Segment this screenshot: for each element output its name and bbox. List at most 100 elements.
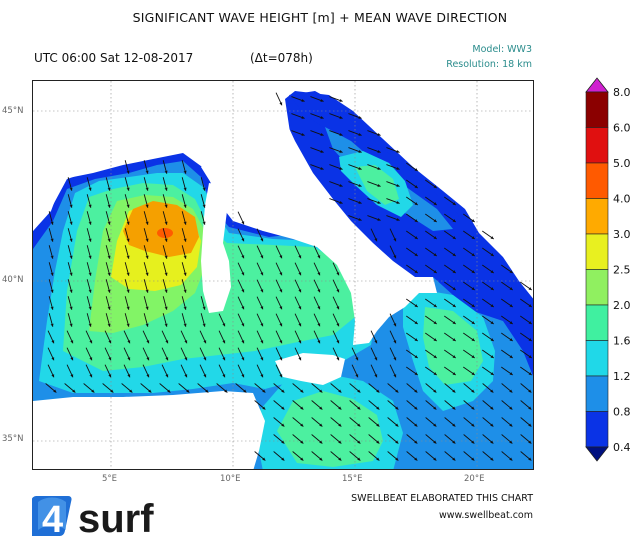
direction-arrow-head (107, 306, 111, 310)
direction-arrow-head (107, 238, 111, 242)
direction-arrow-head (528, 287, 532, 291)
direction-arrow-head (279, 289, 283, 293)
colorbar-segment (585, 233, 609, 270)
direction-arrow-head (490, 253, 494, 257)
direction-arrow-head (433, 219, 437, 223)
direction-arrow-head (301, 98, 305, 102)
direction-arrow-head (224, 389, 228, 393)
direction-arrow-head (319, 423, 323, 427)
direction-arrow-head (452, 457, 456, 461)
direction-arrow-head (126, 323, 130, 327)
direction-arrow-head (433, 185, 437, 189)
colorbar-label: 3.0 (613, 228, 631, 241)
direction-arrow-head (279, 255, 283, 259)
direction-arrow-head (241, 272, 245, 276)
direction-arrow-head (433, 372, 437, 376)
direction-arrow-head (88, 255, 92, 259)
direction-arrow-head (395, 389, 399, 393)
direction-arrow-head (51, 357, 55, 361)
direction-arrow-head (260, 238, 264, 242)
direction-arrow-head (260, 272, 264, 276)
direction-arrow-head (414, 168, 418, 172)
direction-arrow-head (184, 340, 188, 344)
direction-arrow-head (452, 440, 456, 444)
direction-arrow-head (471, 287, 475, 291)
direction-arrow-head (471, 219, 475, 223)
direction-arrow-head (357, 406, 361, 410)
direction-arrow-head (107, 187, 111, 191)
direction-arrow-head (183, 187, 187, 191)
direction-arrow-head (126, 272, 130, 276)
direction-arrow-head (319, 389, 323, 393)
direction-arrow-head (183, 255, 187, 259)
direction-arrow-head (414, 355, 418, 359)
direction-arrow-head (374, 238, 378, 242)
logo-number: 4 (42, 499, 63, 541)
direction-arrow-head (260, 340, 264, 344)
colorbar-segment (585, 340, 609, 377)
colorbar-label: 1.6 (613, 335, 631, 348)
colorbar-segment (585, 375, 609, 412)
colorbar-segment (585, 304, 609, 341)
colorbar-segment (585, 269, 609, 306)
direction-arrow-head (279, 374, 283, 378)
direction-arrow-head (414, 372, 418, 376)
direction-arrow-head (452, 202, 456, 206)
direction-arrow-head (279, 357, 283, 361)
direction-arrow-head (108, 340, 112, 344)
direction-arrow-head (358, 200, 362, 204)
direction-arrow-head (471, 423, 475, 427)
direction-arrow-head (50, 255, 54, 259)
direction-arrow-head (414, 321, 418, 325)
direction-arrow-head (433, 338, 437, 342)
direction-arrow-head (490, 338, 494, 342)
direction-arrow-head (490, 270, 494, 274)
direction-arrow-head (88, 238, 92, 242)
direction-arrow-head (490, 440, 494, 444)
direction-arrow-head (433, 253, 437, 257)
logo-wave (38, 497, 66, 530)
direction-arrow-head (433, 355, 437, 359)
direction-arrow-head (69, 187, 73, 191)
direction-arrow-head (414, 304, 418, 308)
direction-arrow-head (414, 185, 418, 189)
direction-arrow-head (339, 132, 343, 136)
direction-arrow-head (452, 338, 456, 342)
direction-arrow-head (145, 187, 149, 191)
direction-arrow-head (145, 306, 149, 310)
direction-arrow-head (528, 389, 532, 393)
direction-arrow-head (471, 440, 475, 444)
direction-arrow-head (528, 304, 532, 308)
direction-arrow-head (490, 236, 494, 240)
direction-arrow-head (339, 115, 343, 119)
direction-arrow-head (260, 289, 264, 293)
direction-arrow-head (298, 357, 302, 361)
colorbar-bottom-extension (585, 446, 609, 462)
direction-arrow-head (433, 423, 437, 427)
direction-arrow-head (202, 204, 206, 208)
direction-arrow-head (377, 149, 381, 153)
colorbar-label: 2.0 (613, 299, 631, 312)
direction-arrow-head (509, 440, 513, 444)
direction-arrow-head (452, 355, 456, 359)
direction-arrow-head (395, 440, 399, 444)
direction-arrow-head (202, 221, 206, 225)
direction-arrow-head (396, 149, 400, 153)
direction-arrow-head (452, 270, 456, 274)
direction-arrow-head (300, 406, 304, 410)
lon-label-20: 20°E (464, 474, 485, 484)
colorbar-top-extension (585, 77, 609, 93)
direction-arrow-head (393, 340, 397, 344)
direction-arrow-head (88, 272, 92, 276)
direction-arrow-head (339, 200, 343, 204)
direction-arrow-head (452, 389, 456, 393)
direction-arrow-head (260, 374, 264, 378)
direction-arrow-head (279, 272, 283, 276)
direction-arrow-head (50, 289, 54, 293)
colorbar-label: 5.0 (613, 157, 631, 170)
direction-arrow-head (395, 406, 399, 410)
direction-arrow-head (89, 357, 93, 361)
direction-arrow-head (471, 270, 475, 274)
credit-url: www.swellbeat.com (438, 510, 533, 521)
direction-arrow-head (241, 357, 245, 361)
